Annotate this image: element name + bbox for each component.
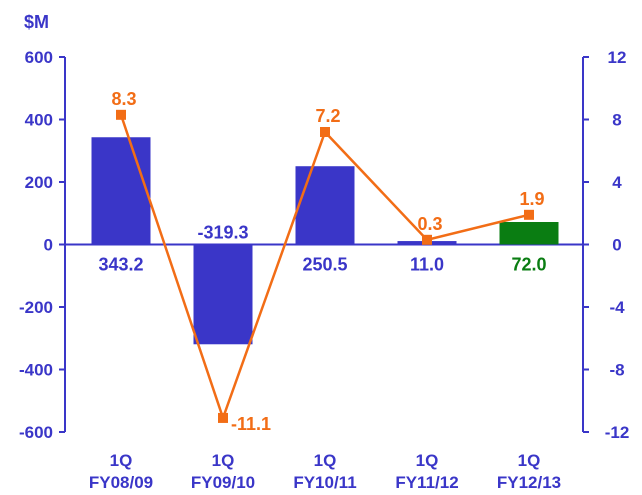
line-point-marker [320, 127, 330, 137]
line-point-marker [218, 412, 228, 423]
line-point-marker [524, 209, 534, 220]
bar [91, 137, 151, 245]
left-axis-tick-label: 0 [44, 236, 53, 255]
bar [499, 222, 559, 245]
line-value-label: 1.9 [519, 189, 544, 209]
x-tick-label-line2: FY12/13 [497, 473, 561, 492]
left-axis-tick-label: 200 [25, 173, 53, 192]
x-tick-label-line1: 1Q [518, 451, 541, 470]
left-axis-tick-label: 400 [25, 111, 53, 130]
bar-value-label: -319.3 [197, 223, 248, 243]
x-tick-label-line1: 1Q [212, 451, 235, 470]
bars-group [91, 137, 559, 345]
bar-value-label: 343.2 [98, 255, 143, 275]
bar-value-label: 11.0 [410, 255, 444, 275]
right-axis-tick-label: 4 [612, 173, 622, 192]
data-labels-group: 343.2 -319.3 250.5 11.0 72.0 8.3 -11.1 7.2 0.3 1.… [98, 89, 546, 434]
x-tick-label-line1: 1Q [314, 451, 337, 470]
right-axis-tick-label: 0 [612, 236, 621, 255]
right-axis-tick-label: 12 [608, 48, 627, 67]
line-value-label: 0.3 [417, 214, 442, 234]
right-axis-tick-label: -12 [605, 423, 630, 442]
line-series-group [116, 109, 534, 423]
x-tick-label-line2: FY08/09 [89, 473, 153, 492]
line-point-marker [422, 234, 432, 245]
line-value-label: -11.1 [231, 414, 271, 434]
x-tick-label-line2: FY11/12 [395, 473, 458, 492]
left-axis-tick-label: -400 [19, 361, 53, 380]
bar-value-label: 250.5 [302, 255, 347, 275]
x-tick-label-line1: 1Q [416, 451, 439, 470]
left-axis-tick-label: -200 [19, 298, 53, 317]
left-axis-unit-label: $M [24, 12, 49, 32]
x-tick-label-line2: FY10/11 [293, 473, 356, 492]
left-axis-tick-label: -600 [19, 423, 53, 442]
x-tick-label-line2: FY09/10 [191, 473, 255, 492]
bar [193, 244, 253, 345]
left-axis-tick-label: 600 [25, 48, 53, 67]
x-tick-label-line1: 1Q [110, 451, 133, 470]
axes: 600 400 200 0 -200 -400 -600 12 8 4 0 -4 -8 -12 [19, 48, 629, 442]
right-axis-tick-label: -8 [609, 361, 624, 380]
bar-value-label: 72.0 [511, 255, 546, 275]
right-axis-tick-label: 8 [612, 111, 621, 130]
line-value-label: 7.2 [315, 106, 340, 126]
x-tick-labels-group: 1Q FY08/09 1Q FY09/10 1Q FY10/11 1Q FY11/12 1Q FY… [89, 451, 561, 492]
line-value-label: 8.3 [111, 89, 136, 109]
line-point-marker [116, 109, 126, 120]
right-axis-tick-label: -4 [609, 298, 625, 317]
bar [295, 166, 355, 245]
